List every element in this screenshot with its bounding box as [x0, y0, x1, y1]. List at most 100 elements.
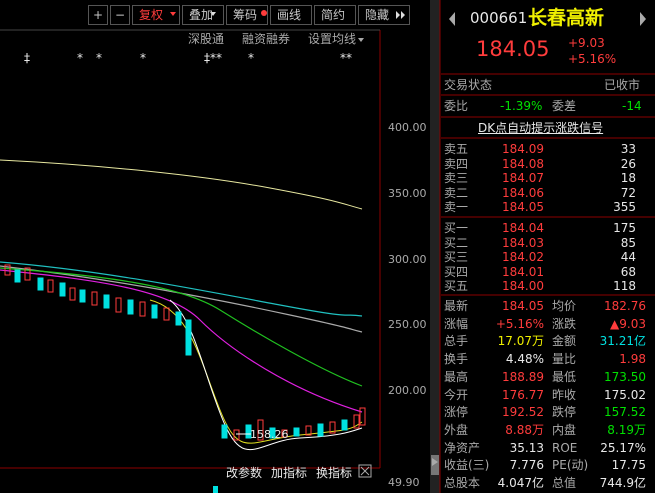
marker: *	[77, 51, 83, 65]
candle	[359, 407, 366, 426]
candle	[163, 307, 170, 321]
stat-value: 173.50	[604, 369, 646, 384]
book-level: 买四	[444, 264, 469, 279]
book-volume: 44	[620, 250, 636, 265]
bottom-button[interactable]: 换指标	[316, 466, 353, 480]
status-label: 交易状态	[444, 78, 493, 92]
toolbar-button[interactable]: 画线	[270, 5, 312, 25]
candle	[257, 419, 264, 441]
stat-value: ▲9.03	[610, 316, 646, 331]
volume-bar	[213, 486, 218, 493]
candle	[127, 299, 134, 315]
bottom-button[interactable]: 加指标	[271, 466, 308, 480]
scrollbar[interactable]	[430, 0, 440, 493]
toolbar-button[interactable]: +	[88, 5, 108, 25]
book-volume: 72	[620, 185, 636, 200]
scroll-thumb[interactable]	[431, 455, 439, 475]
book-price: 184.07	[502, 171, 544, 186]
book-price: 184.01	[502, 264, 544, 279]
signal-link[interactable]: DK点自动提示涨跌信号	[478, 121, 604, 135]
book-price: 184.00	[502, 279, 544, 294]
stat-value: 8.88万	[505, 422, 544, 437]
book-volume: 68	[620, 264, 636, 279]
hide-icon	[401, 11, 405, 19]
candle	[175, 311, 182, 326]
book-level: 买一	[444, 221, 469, 235]
low-annotation: 158.26	[250, 428, 289, 441]
stat-label: 涨幅	[444, 316, 469, 331]
stat-value: 175.02	[604, 387, 646, 402]
book-level: 卖一	[444, 200, 469, 215]
toolbar-button[interactable]: −	[110, 5, 130, 25]
stat-value: 176.77	[502, 387, 544, 402]
stat-label: 涨跌	[552, 316, 577, 331]
ma-line	[0, 261, 363, 317]
stat-value: 1.98	[619, 352, 646, 367]
stat-label: 最新	[444, 299, 469, 313]
stat-label: 总值	[552, 476, 577, 490]
stat-label: 总股本	[444, 476, 481, 490]
candle	[221, 424, 228, 439]
stat-label: 量比	[552, 352, 577, 367]
candle	[281, 429, 288, 438]
candle	[245, 424, 252, 439]
toolbar-button[interactable]: 筹码	[226, 5, 268, 25]
book-level: 买五	[444, 279, 469, 294]
stat-label: 涨停	[444, 405, 469, 420]
candle	[91, 291, 98, 306]
dropdown-icon	[210, 12, 216, 16]
committee-ratio: -1.39%	[500, 99, 543, 113]
ma-line	[0, 159, 363, 210]
book-volume: 118	[613, 279, 636, 294]
stat-label: PE(动)	[552, 458, 589, 473]
toolbar-button[interactable]: 复权	[132, 5, 180, 25]
stat-value: 17.07万	[497, 334, 544, 349]
stat-label: 今开	[444, 387, 469, 402]
marker: *	[96, 51, 102, 65]
sub-tab: 设置均线	[308, 32, 357, 46]
candle	[24, 267, 31, 281]
book-volume: 175	[613, 221, 636, 235]
marker: **	[340, 51, 352, 65]
candle	[341, 419, 348, 431]
price-label: 200.00	[388, 384, 427, 397]
candle	[37, 277, 44, 291]
candle	[269, 427, 276, 439]
book-price: 184.04	[502, 221, 544, 235]
close-icon[interactable]	[358, 464, 372, 478]
marker: *	[248, 51, 254, 65]
book-volume: 355	[613, 200, 636, 215]
candle	[233, 429, 240, 441]
price-label: 400.00	[388, 121, 427, 134]
bottom-button[interactable]: 改参数	[226, 466, 263, 480]
sub-tab: 融资融券	[242, 32, 291, 46]
toolbar-button[interactable]: 简约	[314, 5, 356, 25]
book-price: 184.09	[502, 142, 544, 156]
stat-value: 8.19万	[607, 422, 646, 437]
toolbar-button[interactable]: 隐藏	[358, 5, 410, 25]
candle	[185, 319, 192, 356]
committee-label: 委比	[444, 99, 469, 113]
stat-value: 188.89	[502, 369, 544, 384]
candle	[14, 269, 21, 283]
marker: *	[140, 51, 146, 65]
book-price: 184.03	[502, 235, 544, 250]
stat-value: 4.047亿	[497, 476, 544, 490]
book-volume: 26	[620, 156, 636, 171]
stat-label: 跌停	[552, 405, 577, 420]
marker: ‡	[24, 51, 30, 65]
candle	[139, 301, 146, 317]
stat-value: +5.16%	[495, 316, 544, 331]
next-arrow[interactable]	[640, 12, 646, 26]
toolbar-button[interactable]: 叠加	[182, 5, 224, 25]
stat-label: 净资产	[444, 440, 481, 455]
prev-arrow[interactable]	[449, 12, 455, 26]
committee-label: 委差	[552, 99, 577, 113]
stat-value: 744.9亿	[599, 476, 646, 490]
scroll-arrow[interactable]	[432, 458, 438, 466]
stock-name: 长春高新	[528, 7, 605, 29]
book-level: 卖四	[444, 156, 469, 171]
candle	[79, 289, 86, 303]
stat-label: ROE	[552, 440, 578, 455]
